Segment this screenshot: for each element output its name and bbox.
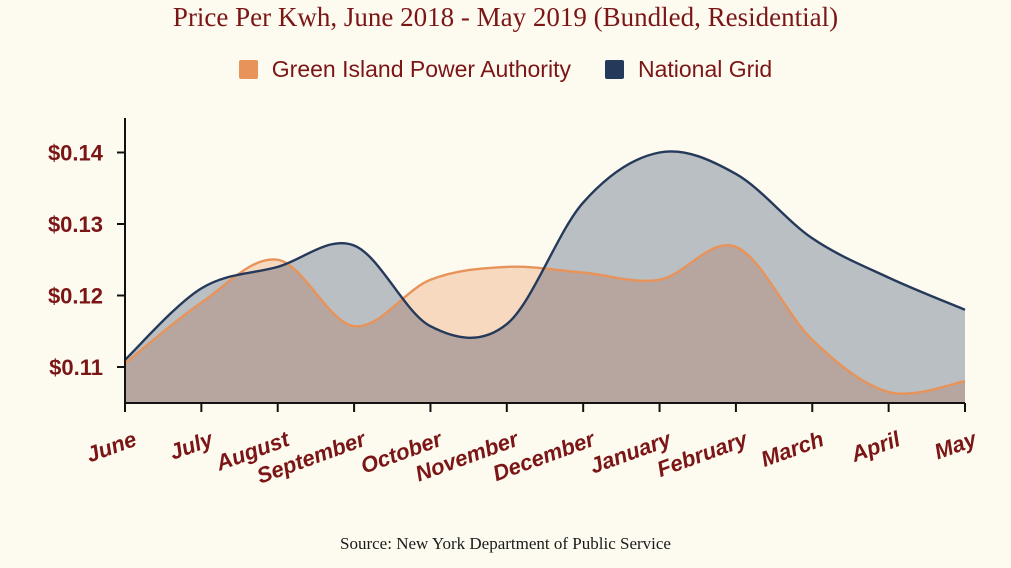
line-national-grid — [124, 150, 966, 361]
legend-swatch-national-grid — [604, 60, 624, 79]
line-green-island — [124, 244, 966, 395]
legend-label-green-island: Green Island Power Authority — [271, 56, 571, 82]
legend-item-green-island[interactable]: Green Island Power Authority — [238, 56, 571, 83]
x-tick-label: April — [847, 426, 904, 467]
y-tick-label: $0.11 — [49, 355, 103, 380]
area-overlap — [125, 245, 965, 403]
x-tick-label: June — [83, 426, 140, 467]
legend-item-national-grid[interactable]: National Grid — [604, 56, 773, 83]
legend: Green Island Power Authority National Gr… — [0, 56, 1011, 83]
y-tick-label: $0.12 — [48, 284, 103, 309]
x-tick-label: March — [758, 426, 827, 472]
x-tick-label: May — [931, 426, 981, 465]
chart-title: Price Per Kwh, June 2018 - May 2019 (Bun… — [172, 2, 839, 32]
y-tick-label: $0.13 — [48, 212, 103, 237]
legend-swatch-green-island — [238, 60, 258, 79]
y-tick-label: $0.14 — [48, 141, 104, 166]
x-tick-label: July — [166, 426, 218, 465]
source-note: Source: New York Department of Public Se… — [340, 534, 671, 553]
legend-label-national-grid: National Grid — [637, 56, 773, 82]
